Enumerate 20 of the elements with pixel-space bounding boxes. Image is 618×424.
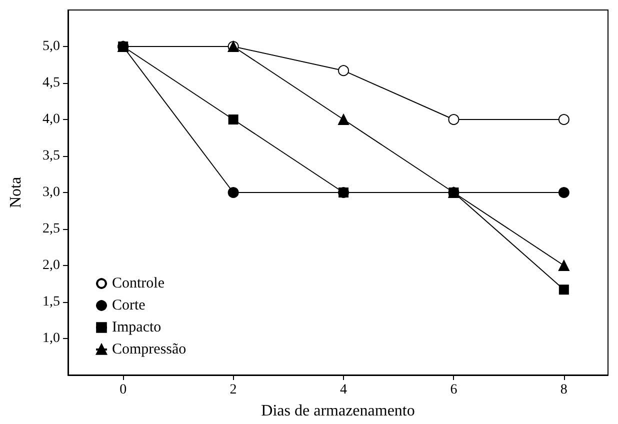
x-tick-label: 6: [450, 382, 458, 398]
x-tick-label: 8: [560, 382, 568, 398]
x-axis-title: Dias de armazenamento: [261, 402, 415, 420]
x-tick-label: 0: [120, 382, 127, 398]
legend-label: Impacto: [112, 320, 162, 336]
y-tick-label: 3,5: [42, 148, 60, 164]
y-tick-label: 4,0: [42, 112, 60, 127]
legend-label: Corte: [112, 298, 146, 314]
legend-label: Controle: [112, 276, 165, 292]
y-tick-label: 2,5: [42, 222, 60, 236]
y-tick-label: 3,0: [42, 185, 60, 200]
y-tick-label: 1,0: [42, 331, 60, 346]
y-tick-label: 2,0: [42, 258, 60, 273]
legend-label: Compressão: [112, 342, 186, 358]
x-tick-label: 4: [340, 382, 348, 398]
y-tick-label: 5,0: [42, 39, 60, 54]
x-tick-label: 2: [230, 382, 237, 398]
y-tick-label: 1,5: [42, 294, 60, 310]
y-axis-title: Nota: [8, 176, 24, 208]
y-tick-label: 4,5: [42, 76, 60, 90]
